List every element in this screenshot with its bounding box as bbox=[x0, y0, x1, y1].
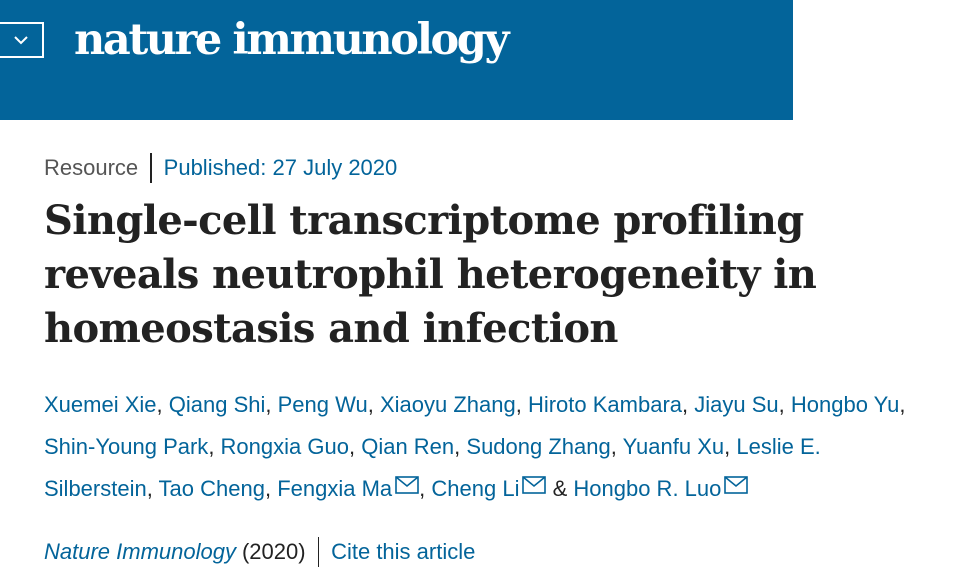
author-link[interactable]: Hongbo Yu bbox=[790, 392, 900, 417]
mail-icon[interactable] bbox=[395, 476, 419, 494]
author-separator: , bbox=[156, 392, 169, 417]
author-separator: , bbox=[454, 434, 467, 459]
article-meta: Resource Published: 27 July 2020 bbox=[44, 153, 397, 183]
journal-logo[interactable]: nature immunology bbox=[74, 15, 509, 65]
publication-year: (2020) bbox=[241, 539, 306, 564]
divider bbox=[317, 537, 320, 567]
author-separator: , bbox=[208, 434, 221, 459]
author-link[interactable]: Xuemei Xie bbox=[44, 392, 157, 417]
author-link[interactable]: Sudong Zhang bbox=[466, 434, 611, 459]
article-title: Single-cell transcriptome profiling reve… bbox=[44, 197, 817, 352]
author-separator: , bbox=[724, 434, 737, 459]
author-link[interactable]: Tao Cheng bbox=[158, 476, 265, 501]
author-link[interactable]: Hongbo R. Luo bbox=[573, 476, 722, 501]
author-link[interactable]: Jiayu Su bbox=[694, 392, 779, 417]
site-header: nature immunology bbox=[0, 0, 793, 120]
author-separator: , bbox=[367, 392, 380, 417]
author-separator: , bbox=[348, 434, 362, 459]
mail-icon[interactable] bbox=[724, 476, 749, 494]
article-type: Resource bbox=[44, 155, 139, 180]
author-separator: , bbox=[265, 392, 278, 417]
author-link[interactable]: Cheng Li bbox=[431, 476, 520, 501]
author-separator: & bbox=[546, 476, 574, 501]
author-link[interactable]: Yuanfu Xu bbox=[622, 434, 725, 459]
author-link[interactable]: Fengxia Ma bbox=[277, 476, 393, 501]
author-link[interactable]: Hiroto Kambara bbox=[527, 392, 683, 417]
author-link[interactable]: Rongxia Guo bbox=[220, 434, 349, 459]
author-separator: , bbox=[610, 434, 623, 459]
author-separator: , bbox=[146, 476, 159, 501]
mail-icon[interactable] bbox=[522, 476, 547, 494]
chevron-down-icon bbox=[14, 36, 28, 45]
author-separator: , bbox=[515, 392, 528, 417]
author-separator: , bbox=[682, 392, 695, 417]
citation-line: Nature Immunology (2020) Cite this artic… bbox=[44, 537, 475, 567]
journal-name-link[interactable]: Nature Immunology bbox=[44, 539, 236, 564]
author-link[interactable]: Shin-Young Park bbox=[44, 434, 209, 459]
author-separator: , bbox=[778, 392, 791, 417]
author-link[interactable]: Peng Wu bbox=[277, 392, 368, 417]
menu-toggle-button[interactable] bbox=[0, 22, 44, 58]
author-separator: , bbox=[264, 476, 278, 501]
author-list: Xuemei Xie, Qiang Shi, Peng Wu, Xiaoyu Z… bbox=[44, 384, 934, 510]
author-separator: , bbox=[899, 392, 906, 417]
published-date: Published: 27 July 2020 bbox=[163, 155, 398, 180]
cite-this-article-link[interactable]: Cite this article bbox=[331, 539, 476, 564]
author-separator: , bbox=[419, 476, 432, 501]
author-link[interactable]: Leslie E. Silberstein bbox=[44, 434, 821, 501]
author-link[interactable]: Xiaoyu Zhang bbox=[379, 392, 516, 417]
author-link[interactable]: Qiang Shi bbox=[168, 392, 266, 417]
author-link[interactable]: Qian Ren bbox=[361, 434, 455, 459]
divider bbox=[150, 153, 152, 183]
